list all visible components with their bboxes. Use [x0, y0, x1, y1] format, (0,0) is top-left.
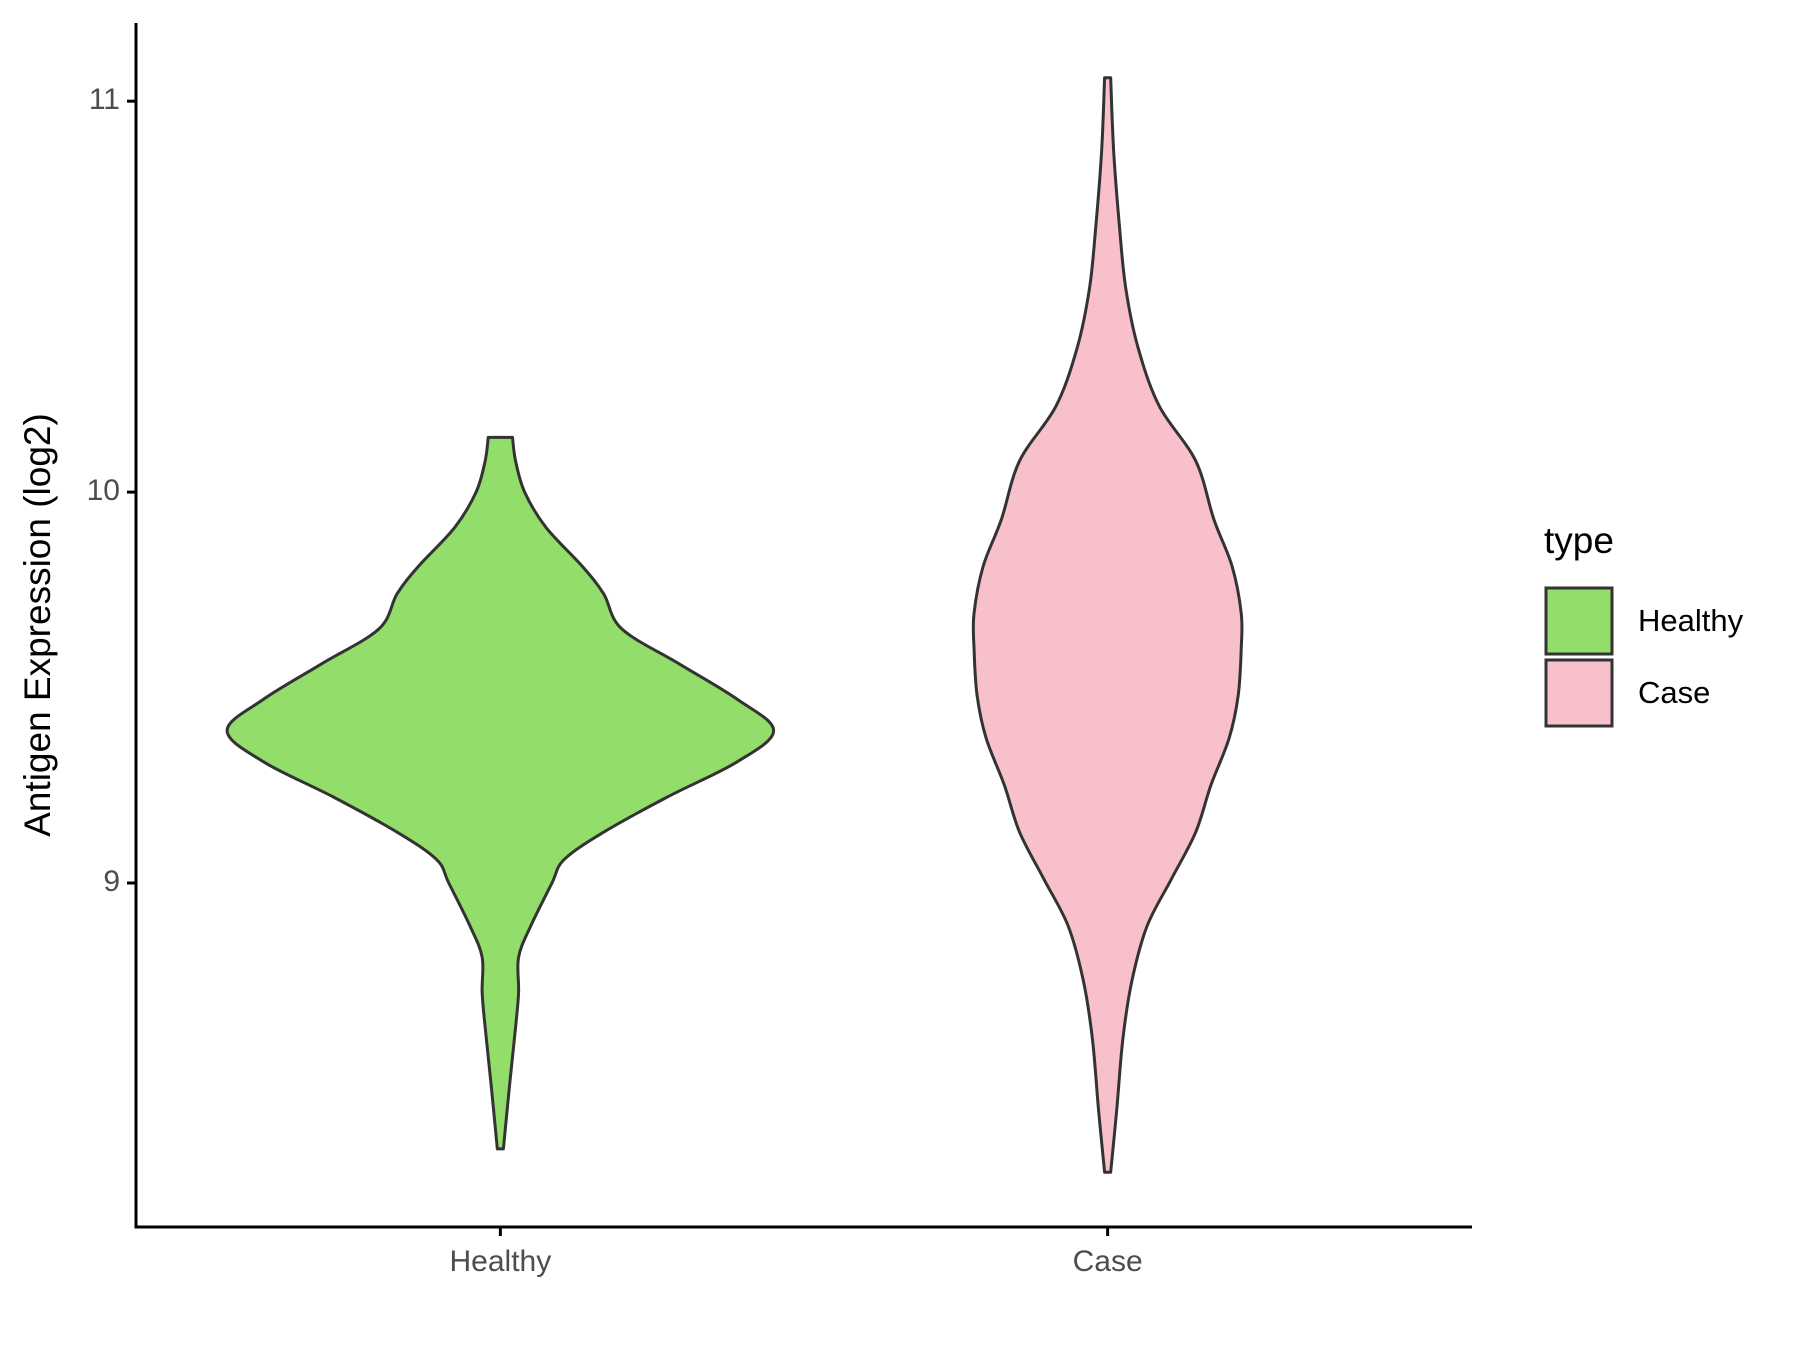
y-tick-label: 9 — [103, 865, 120, 898]
legend-label: Healthy — [1638, 603, 1744, 638]
y-tick-label: 10 — [87, 474, 120, 507]
legend-label: Case — [1638, 675, 1710, 710]
legend-title: type — [1544, 520, 1614, 561]
legend-key — [1544, 658, 1614, 728]
x-tick-label: Healthy — [450, 1245, 552, 1278]
violin — [971, 76, 1244, 1174]
violin — [225, 435, 776, 1151]
legend-key — [1544, 586, 1614, 656]
x-tick-label: Case — [1073, 1245, 1143, 1278]
y-tick-label: 11 — [89, 83, 120, 116]
y-axis-title: Antigen Expression (log2) — [17, 413, 58, 837]
